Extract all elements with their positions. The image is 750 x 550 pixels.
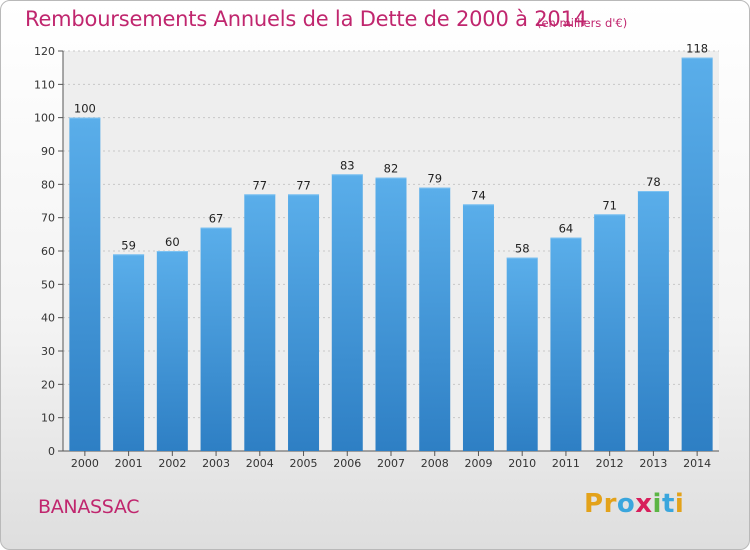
y-tick-label: 120: [34, 45, 55, 58]
logo-letter: i: [674, 489, 685, 519]
y-tick-label: 30: [41, 345, 55, 358]
y-tick-label: 40: [41, 312, 55, 325]
bar: [637, 191, 669, 451]
y-tick-label: 90: [41, 145, 55, 158]
logo-letter: P: [584, 489, 604, 519]
x-tick-label: 2005: [290, 457, 318, 470]
data-label: 77: [252, 178, 267, 192]
logo-letter: r: [603, 489, 617, 519]
bar: [506, 257, 538, 451]
bar: [681, 57, 713, 452]
logo-letter: o: [616, 489, 636, 519]
data-label: 74: [471, 188, 486, 202]
bar: [375, 177, 407, 451]
y-tick-label: 60: [41, 245, 55, 258]
data-label: 60: [165, 235, 180, 249]
x-tick-label: 2004: [246, 457, 274, 470]
y-tick-label: 70: [41, 212, 55, 225]
x-tick-label: 2013: [639, 457, 667, 470]
bar: [331, 174, 363, 452]
bar: [156, 251, 188, 451]
y-tick-label: 10: [41, 412, 55, 425]
y-tick-label: 0: [48, 445, 55, 458]
x-tick-label: 2002: [158, 457, 186, 470]
bar: [244, 194, 276, 452]
x-tick-label: 2009: [464, 457, 492, 470]
bar: [288, 194, 320, 452]
data-label: 79: [427, 172, 442, 186]
data-label: 58: [515, 242, 530, 256]
data-label: 77: [296, 178, 311, 192]
data-label: 64: [559, 222, 574, 236]
bar: [462, 204, 494, 451]
x-tick-label: 2006: [333, 457, 361, 470]
bar: [594, 214, 626, 451]
x-tick-label: 2008: [421, 457, 449, 470]
x-tick-label: 2012: [596, 457, 624, 470]
data-label: 71: [602, 198, 617, 212]
y-tick-label: 80: [41, 178, 55, 191]
proxiti-logo: Proxiti: [584, 489, 684, 519]
data-label: 59: [121, 238, 136, 252]
x-tick-label: 2001: [115, 457, 143, 470]
chart-unit-label: (en milliers d'€): [537, 16, 628, 30]
x-tick-label: 2007: [377, 457, 405, 470]
logo-letter: x: [635, 489, 653, 519]
data-label: 82: [384, 162, 399, 176]
bar: [419, 187, 451, 451]
x-tick-label: 2003: [202, 457, 230, 470]
y-tick-label: 110: [34, 78, 55, 91]
y-tick-label: 20: [41, 378, 55, 391]
x-tick-label: 2014: [683, 457, 711, 470]
y-tick-label: 100: [34, 112, 55, 125]
commune-name: BANASSAC: [38, 496, 140, 518]
y-tick-label: 50: [41, 278, 55, 291]
data-label: 100: [74, 102, 96, 116]
logo-letter: i: [652, 489, 662, 519]
logo-letter: t: [661, 489, 675, 519]
data-label: 67: [209, 212, 224, 226]
bar: [113, 254, 145, 451]
data-label: 118: [686, 42, 708, 56]
data-label: 83: [340, 158, 355, 172]
data-label: 78: [646, 175, 661, 189]
bar: [200, 227, 232, 451]
x-tick-label: 2011: [552, 457, 580, 470]
x-tick-label: 2000: [71, 457, 99, 470]
bar: [69, 117, 101, 452]
x-tick-label: 2010: [508, 457, 536, 470]
chart-title: Remboursements Annuels de la Dette de 20…: [25, 7, 587, 31]
bar: [550, 237, 582, 451]
